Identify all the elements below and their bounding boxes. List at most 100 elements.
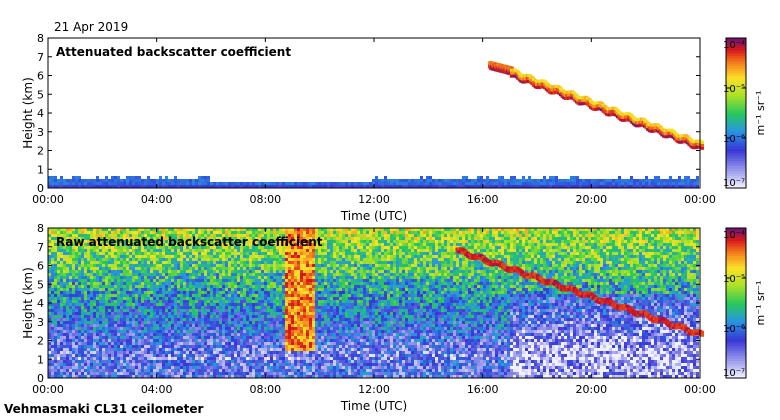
heatmap-cell: [156, 276, 159, 279]
heatmap-cell: [90, 375, 93, 378]
heatmap-cell: [195, 261, 198, 264]
heatmap-cell: [255, 185, 258, 188]
heatmap-cell: [207, 327, 210, 330]
panel-1: Attenuated backscatter coefficient012345…: [21, 32, 767, 223]
heatmap-cell: [198, 330, 201, 333]
heatmap-cell: [216, 270, 219, 273]
heatmap-cell: [261, 309, 264, 312]
heatmap-cell: [210, 237, 213, 240]
heatmap-cell: [228, 375, 231, 378]
heatmap-cell: [636, 179, 639, 182]
heatmap-cell: [186, 288, 189, 291]
heatmap-cell: [255, 255, 258, 258]
heatmap-cell: [147, 363, 150, 366]
heatmap-cell: [57, 252, 60, 255]
heatmap-cell: [552, 176, 555, 179]
heatmap-cell: [180, 369, 183, 372]
heatmap-cell: [225, 327, 228, 330]
heatmap-cell: [99, 300, 102, 303]
heatmap-cell: [453, 185, 456, 188]
heatmap-cell: [216, 339, 219, 342]
heatmap-cell: [147, 176, 150, 179]
heatmap-cell: [156, 309, 159, 312]
heatmap-cell: [192, 246, 195, 249]
heatmap-cell: [90, 258, 93, 261]
heatmap-cell: [117, 185, 120, 188]
heatmap-cell: [156, 288, 159, 291]
heatmap-cell: [261, 285, 264, 288]
heatmap-cell: [87, 351, 90, 354]
heatmap-cell: [99, 321, 102, 324]
heatmap-cell: [672, 182, 675, 185]
heatmap-cell: [84, 306, 87, 309]
heatmap-cell: [147, 360, 150, 363]
heatmap-cell: [207, 179, 210, 182]
heatmap-cell: [66, 351, 69, 354]
heatmap-cell: [246, 267, 249, 270]
heatmap-cell: [213, 318, 216, 321]
heatmap-cell: [159, 357, 162, 360]
heatmap-cell: [63, 276, 66, 279]
heatmap-cell: [183, 312, 186, 315]
heatmap-cell: [63, 270, 66, 273]
heatmap-cell: [138, 369, 141, 372]
heatmap-cell: [195, 255, 198, 258]
heatmap-cell: [87, 240, 90, 243]
heatmap-cell: [249, 282, 252, 285]
heatmap-cell: [108, 312, 111, 315]
heatmap-cell: [63, 252, 66, 255]
heatmap-cell: [102, 240, 105, 243]
heatmap-cell: [78, 285, 81, 288]
heatmap-cell: [255, 234, 258, 237]
heatmap-cell: [75, 234, 78, 237]
heatmap-cell: [132, 182, 135, 185]
heatmap-cell: [414, 182, 417, 185]
heatmap-cell: [246, 375, 249, 378]
heatmap-cell: [321, 182, 324, 185]
heatmap-cell: [261, 303, 264, 306]
heatmap-cell: [204, 179, 207, 182]
heatmap-cell: [189, 312, 192, 315]
heatmap-cell: [141, 357, 144, 360]
heatmap-cell: [255, 300, 258, 303]
heatmap-cell: [120, 243, 123, 246]
heatmap-cell: [120, 312, 123, 315]
heatmap-cell: [216, 306, 219, 309]
heatmap-cell: [72, 288, 75, 291]
heatmap-cell: [207, 345, 210, 348]
heatmap-cell: [120, 185, 123, 188]
heatmap-cell: [516, 182, 519, 185]
heatmap-cell: [684, 179, 687, 182]
heatmap-cell: [642, 179, 645, 182]
heatmap-cell: [618, 179, 621, 182]
heatmap-cell: [138, 312, 141, 315]
heatmap-cell: [540, 182, 543, 185]
heatmap-cell: [75, 279, 78, 282]
heatmap-cell: [102, 279, 105, 282]
heatmap-cell: [60, 294, 63, 297]
heatmap-cell: [246, 303, 249, 306]
heatmap-cell: [168, 231, 171, 234]
heatmap-cell: [54, 354, 57, 357]
heatmap-cell: [126, 291, 129, 294]
heatmap-cell: [228, 246, 231, 249]
heatmap-cell: [90, 228, 93, 231]
heatmap-cell: [240, 375, 243, 378]
heatmap-cell: [156, 318, 159, 321]
heatmap-cell: [246, 252, 249, 255]
heatmap-cell: [51, 348, 54, 351]
heatmap-cell: [252, 258, 255, 261]
heatmap-cell: [108, 267, 111, 270]
heatmap-cell: [165, 252, 168, 255]
heatmap-cell: [195, 249, 198, 252]
heatmap-cell: [93, 237, 96, 240]
heatmap-cell: [156, 327, 159, 330]
heatmap-cell: [198, 176, 201, 179]
heatmap-cell: [99, 351, 102, 354]
heatmap-cell: [102, 300, 105, 303]
heatmap-cell: [225, 291, 228, 294]
heatmap-cell: [63, 312, 66, 315]
heatmap-cell: [183, 342, 186, 345]
heatmap-cell: [126, 261, 129, 264]
heatmap-cell: [252, 267, 255, 270]
